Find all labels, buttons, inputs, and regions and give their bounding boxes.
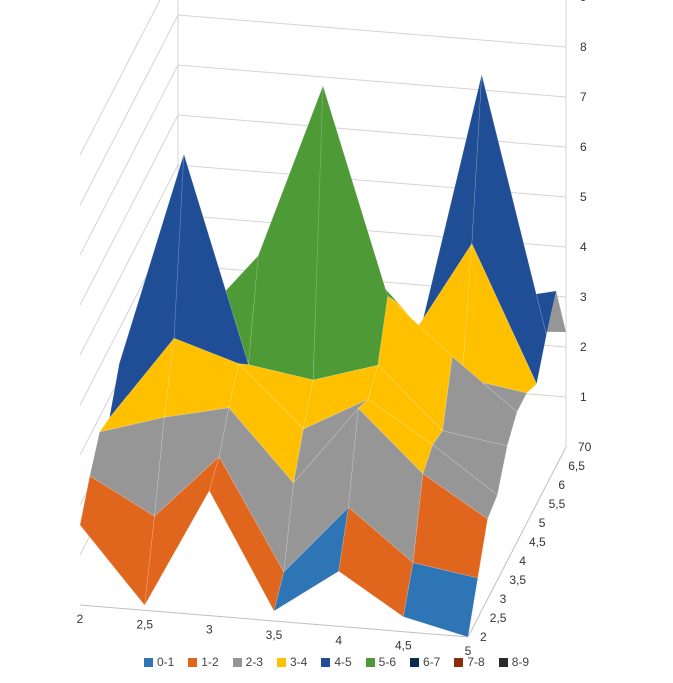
legend-swatch	[365, 657, 375, 667]
y-tick-label: 6	[558, 478, 565, 492]
x-tick-label: 2	[77, 612, 84, 626]
legend-label: 6-7	[423, 655, 441, 669]
gridline-level	[79, 164, 567, 356]
legend-label: 5-6	[378, 655, 397, 669]
x-tick-label: 3,5	[266, 628, 283, 642]
surface-patch	[422, 444, 498, 520]
x-tick-label: 3	[206, 623, 213, 637]
legend-item: 8-9	[498, 655, 530, 669]
z-tick-label: 2	[580, 340, 587, 354]
surface-patch	[471, 74, 547, 385]
surface-patch	[173, 154, 249, 366]
y-axis-line	[467, 446, 567, 638]
gridline-level	[79, 0, 161, 156]
y-tick-label: 3	[500, 592, 507, 606]
legend: 0-1 1-2 2-3 3-4 4-5 5-6 6-7 7-8 8-9	[0, 655, 673, 669]
legend-swatch	[188, 657, 198, 667]
y-tick-label: 70	[578, 440, 592, 454]
z-tick-label: 8	[580, 40, 587, 54]
legend-item: 1-2	[188, 655, 219, 669]
legend-item: 6-7	[410, 655, 440, 669]
surface-patch	[432, 430, 508, 496]
z-axis-tick-labels: 1 2 3 4 5 6 7 8 9	[580, 0, 587, 404]
legend-label: 3-4	[289, 655, 308, 669]
legend-label: 4-5	[334, 655, 352, 669]
legend-label: 8-9	[511, 655, 530, 669]
legend-swatch	[454, 657, 464, 667]
y-tick-label: 5	[539, 516, 546, 530]
gridline-level	[79, 64, 567, 256]
legend-swatch	[498, 657, 508, 667]
x-axis-tick-labels: 2 2,5 3 3,5 4 4,5 5	[77, 612, 472, 658]
legend-label: 7-8	[467, 655, 485, 669]
z-tick-label: 4	[580, 240, 587, 254]
legend-item: 3-4	[276, 655, 308, 669]
y-axis-tick-labels: 22,5 33,5 44,5 55,5 66,5 70	[480, 440, 592, 644]
x-tick-label: 5	[465, 644, 472, 658]
x-tick-label: 4	[335, 633, 342, 647]
surface-patch	[312, 85, 389, 381]
legend-swatch	[276, 657, 286, 667]
z-tick-label: 7	[580, 90, 587, 104]
y-tick-label: 2,5	[490, 611, 507, 625]
x-tick-label: 2,5	[136, 617, 153, 631]
legend-item: 4-5	[321, 655, 352, 669]
legend-swatch	[143, 657, 153, 667]
y-tick-label: 4,5	[529, 535, 546, 549]
surface-patch	[461, 243, 537, 394]
surface-patch	[442, 356, 518, 447]
legend-item: 7-8	[454, 655, 485, 669]
y-tick-label: 2	[480, 630, 487, 644]
legend-swatch	[232, 657, 242, 667]
z-tick-label: 5	[580, 190, 587, 204]
z-tick-label: 3	[580, 290, 587, 304]
legend-label: 2-3	[245, 655, 263, 669]
x-axis-line	[79, 604, 469, 638]
surface-patch	[402, 562, 479, 638]
y-tick-label: 4	[519, 554, 526, 568]
legend-swatch	[410, 657, 420, 667]
axes	[79, 446, 567, 638]
gridline-level	[79, 14, 567, 206]
legend-item: 0-1	[143, 655, 175, 669]
y-tick-label: 5,5	[549, 497, 566, 511]
y-tick-label: 3,5	[509, 573, 526, 587]
gridline-level	[79, 114, 567, 306]
surface-patch	[248, 85, 324, 381]
x-tick-label: 4,5	[395, 639, 412, 653]
legend-item: 5-6	[365, 655, 397, 669]
surface-plot	[79, 74, 567, 638]
y-tick-label: 6,5	[568, 459, 585, 473]
legend-label: 1-2	[201, 655, 219, 669]
legend-swatch	[321, 657, 331, 667]
z-tick-label: 6	[580, 140, 587, 154]
legend-item: 2-3	[232, 655, 263, 669]
z-tick-label: 1	[580, 390, 587, 404]
legend-label: 0-1	[156, 655, 175, 669]
z-tick-label: 9	[580, 0, 587, 4]
